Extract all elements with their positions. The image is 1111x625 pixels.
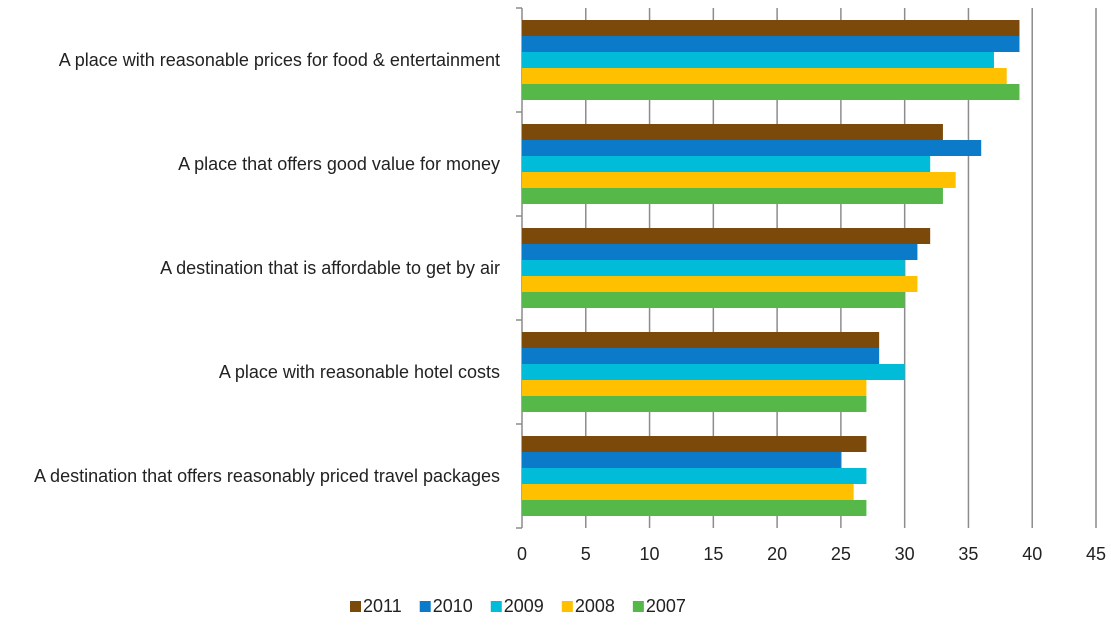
bar	[522, 84, 1020, 100]
bar	[522, 292, 905, 308]
x-tick-label: 5	[581, 544, 591, 564]
category-label-box: A destination that is affordable to get …	[0, 216, 500, 320]
bar	[522, 188, 943, 204]
x-tick-label: 20	[767, 544, 787, 564]
legend-swatch	[632, 601, 644, 612]
bar	[522, 244, 918, 260]
x-tick-label: 25	[831, 544, 851, 564]
bar	[522, 348, 880, 364]
bar	[522, 156, 931, 172]
x-tick-label: 10	[640, 544, 660, 564]
bar	[522, 396, 867, 412]
bar	[522, 276, 918, 292]
bar	[522, 52, 994, 68]
bar	[522, 20, 1020, 36]
legend-label: 2008	[575, 596, 615, 616]
bar	[522, 452, 841, 468]
y-tick-label: A destination that offers reasonably pri…	[34, 465, 500, 486]
y-tick-label: A place that offers good value for money	[178, 153, 500, 174]
bar	[522, 36, 1020, 52]
bar	[522, 468, 867, 484]
legend-swatch	[419, 601, 431, 612]
bar	[522, 124, 943, 140]
bar	[522, 332, 880, 348]
legend-swatch	[561, 601, 573, 612]
y-tick-label: A place with reasonable prices for food …	[58, 49, 500, 70]
category-label-box: A place with reasonable prices for food …	[0, 8, 500, 112]
bar	[522, 140, 982, 156]
legend-swatch	[350, 601, 361, 612]
legend-swatch	[490, 601, 502, 612]
x-tick-label: 30	[895, 544, 915, 564]
bar	[522, 172, 956, 188]
bar	[522, 68, 1007, 84]
x-tick-label: 45	[1086, 544, 1106, 564]
legend-label: 2010	[433, 596, 473, 616]
bar	[522, 500, 867, 516]
x-tick-label: 40	[1022, 544, 1042, 564]
legend-label: 2009	[504, 596, 544, 616]
legend-label: 2007	[646, 596, 686, 616]
y-tick-label: A destination that is affordable to get …	[160, 257, 500, 278]
bar	[522, 364, 905, 380]
legend-label: 2011	[363, 596, 402, 616]
category-label-box: A place with reasonable hotel costs	[0, 320, 500, 424]
bar	[522, 260, 905, 276]
bar	[522, 380, 867, 396]
bar	[522, 436, 867, 452]
bar	[522, 484, 854, 500]
category-label-box: A place that offers good value for money	[0, 112, 500, 216]
x-tick-label: 35	[958, 544, 978, 564]
x-tick-label: 15	[703, 544, 723, 564]
category-label-box: A destination that offers reasonably pri…	[0, 424, 500, 528]
bar	[522, 228, 931, 244]
y-tick-label: A place with reasonable hotel costs	[218, 361, 500, 382]
x-tick-label: 0	[517, 544, 527, 564]
